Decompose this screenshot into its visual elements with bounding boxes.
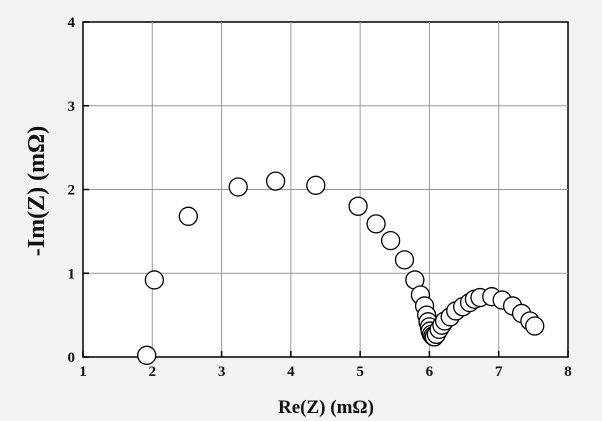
data-point [380, 230, 401, 251]
data-point [306, 175, 326, 195]
x-tick-label: 6 [426, 364, 434, 380]
data-point [265, 171, 286, 191]
x-tick-label: 3 [218, 364, 226, 380]
y-tick-label: 2 [68, 183, 76, 199]
x-tick-label: 4 [287, 364, 295, 380]
data-point [525, 316, 545, 336]
x-tick-labels: 1 2 3 4 5 6 7 8 [79, 364, 572, 380]
x-axis-label: Re(Z) (mΩ) [278, 397, 374, 418]
data-point [178, 206, 198, 226]
y-tick-label: 0 [68, 350, 76, 366]
y-tick-labels: 0 1 2 3 4 [68, 15, 76, 366]
data-point [366, 214, 386, 234]
y-tick-label: 4 [68, 15, 76, 31]
y-tick-label: 3 [68, 99, 76, 115]
y-tick-label: 1 [68, 266, 76, 282]
data-point [394, 250, 415, 270]
x-tick-label: 7 [495, 364, 503, 380]
data-point [137, 345, 157, 365]
data-point [348, 196, 368, 216]
x-tick-label: 8 [564, 364, 572, 380]
y-axis-label: -Im(Z) (mΩ) [24, 126, 50, 257]
x-tick-label: 2 [149, 364, 157, 380]
data-point [144, 270, 165, 290]
data-points [137, 171, 545, 365]
data-point [228, 177, 248, 197]
x-tick-label: 5 [356, 364, 364, 380]
x-tick-label: 1 [79, 364, 87, 380]
axis-ticks [82, 21, 569, 358]
